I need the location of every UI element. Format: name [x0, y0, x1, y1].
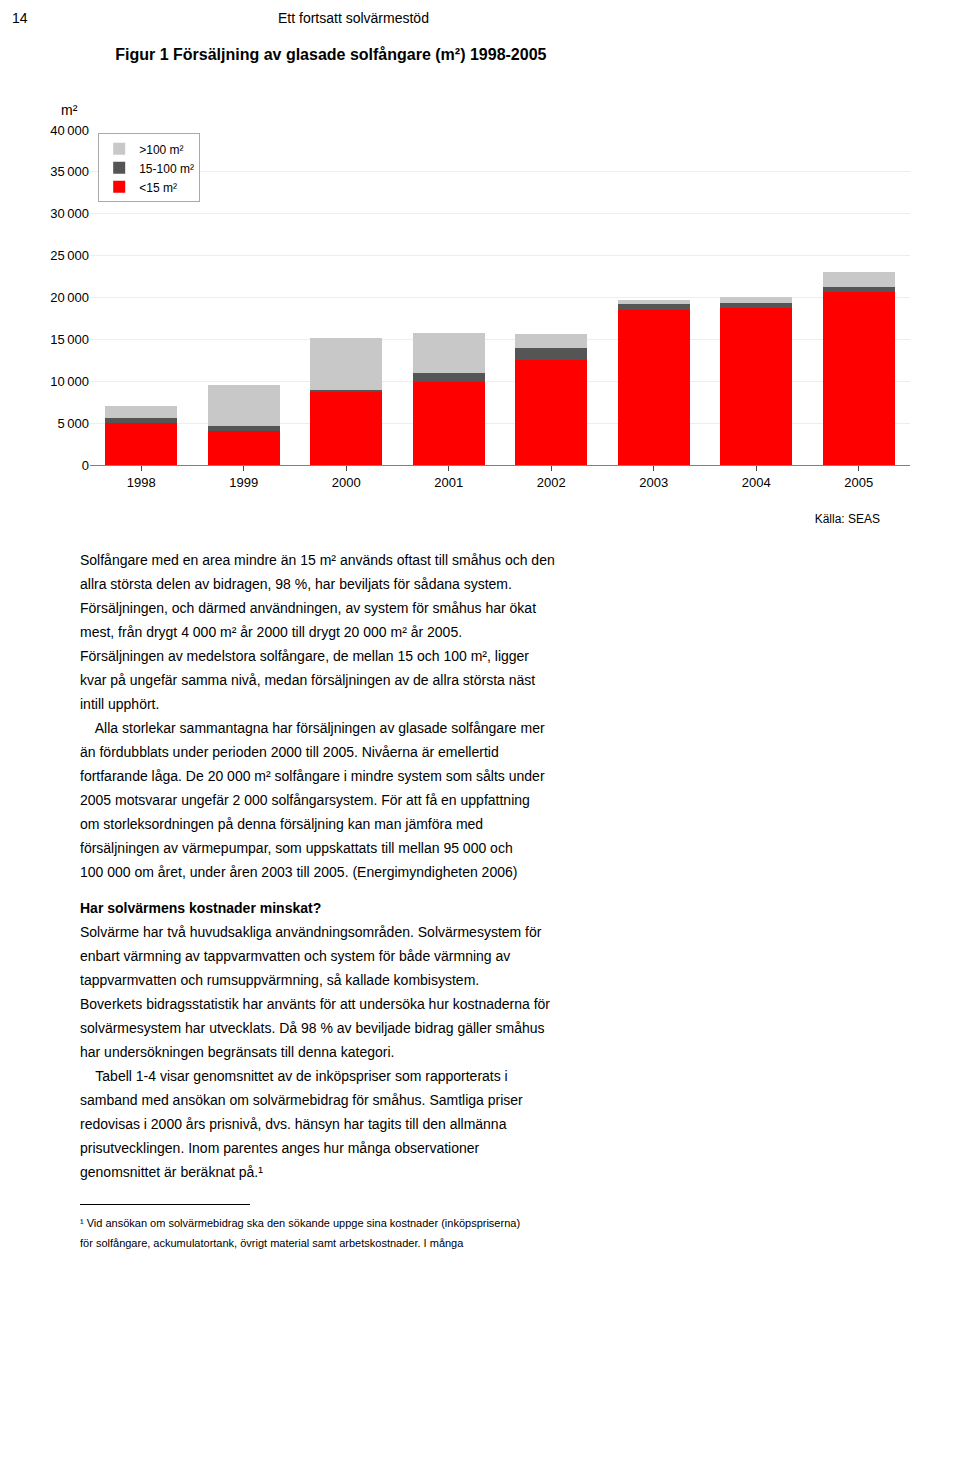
html-text:för solfångare, ackumulatortan: för solfångare, ackumulatortank, övrigt … [80, 1237, 464, 1249]
svg-text:5 000: 5 000 [57, 416, 89, 431]
html-text:än fördubblats under perioden: än fördubblats under perioden 2000 till … [80, 744, 499, 760]
svg-text:15 000: 15 000 [50, 332, 89, 347]
html-text:samband med ansökan om solvärm: samband med ansökan om solvärmebidrag fö… [80, 1092, 523, 1108]
html-text:Boverkets bidragsstatistik har: Boverkets bidragsstatistik har använts f… [80, 996, 550, 1012]
html-text:solvärmesystem har utvecklats.: solvärmesystem har utvecklats. Då 98 % a… [80, 1020, 545, 1036]
svg-text:2003: 2003 [639, 475, 668, 490]
html-text:Alla storlekar sammantagna har: Alla storlekar sammantagna har försäljni… [80, 720, 545, 736]
svg-text:25 000: 25 000 [50, 248, 89, 263]
html-text:redovisas i 2000 års prisnivå,: redovisas i 2000 års prisnivå, dvs. häns… [80, 1116, 507, 1132]
html-text:Har solvärmens kostnader minsk: Har solvärmens kostnader minskat? [80, 900, 322, 916]
svg-text:10 000: 10 000 [50, 374, 89, 389]
html-text:enbart värmning av tappvarmvat: enbart värmning av tappvarmvatten och sy… [80, 948, 511, 964]
html-text:Källa: SEAS: Källa: SEAS [814, 512, 880, 526]
html-text:100 000 om året, under åren 20: 100 000 om året, under åren 2003 till 20… [80, 864, 518, 880]
svg-text:15-100 m²: 15-100 m² [139, 162, 194, 176]
svg-text:35 000: 35 000 [50, 164, 89, 179]
svg-text:30 000: 30 000 [50, 206, 89, 221]
html-text:intill upphört.: intill upphört. [80, 696, 160, 712]
svg-text:2002: 2002 [537, 475, 566, 490]
html-text:Ett fortsatt solvärmestöd: Ett fortsatt solvärmestöd [278, 10, 429, 26]
html-text:om storleksordningen på denna: om storleksordningen på denna försäljnin… [80, 816, 484, 832]
svg-text:m²: m² [61, 102, 78, 118]
html-text:Försäljningen av medelstora so: Försäljningen av medelstora solfångare, … [80, 648, 529, 664]
svg-text:>100 m²: >100 m² [139, 143, 183, 157]
html-text:2005 motsvarar ungefär 2 000 s: 2005 motsvarar ungefär 2 000 solfångarsy… [80, 792, 530, 808]
html-text:Solvärme har två huvudsakliga: Solvärme har två huvudsakliga användning… [80, 924, 542, 940]
html-text:fortfarande låga. De 20 000 m²: fortfarande låga. De 20 000 m² solfångar… [80, 768, 545, 784]
html-text:mest, från drygt 4 000 m² år 2: mest, från drygt 4 000 m² år 2000 till d… [80, 624, 463, 640]
svg-text:<15 m²: <15 m² [139, 181, 177, 195]
svg-text:1999: 1999 [229, 475, 258, 490]
svg-text:2001: 2001 [434, 475, 463, 490]
html-text:tappvarmvatten och rumsuppvärm: tappvarmvatten och rumsuppvärmning, så k… [80, 972, 480, 988]
svg-text:1998: 1998 [127, 475, 156, 490]
html-text:14: 14 [12, 10, 28, 26]
html-text:allra största delen av bidrage: allra största delen av bidragen, 98 %, h… [80, 576, 512, 592]
html-text:försäljningen av värmepumpar,: försäljningen av värmepumpar, som uppska… [80, 840, 513, 856]
svg-text:2005: 2005 [844, 475, 873, 490]
html-text:Solfångare med en area mindre: Solfångare med en area mindre än 15 m² a… [80, 552, 555, 568]
svg-text:2004: 2004 [742, 475, 771, 490]
html-text:Försäljningen, och därmed anvä: Försäljningen, och därmed användningen, … [80, 600, 536, 616]
html-text:prisutvecklingen. Inom parente: prisutvecklingen. Inom parentes anges hu… [80, 1140, 480, 1156]
html-text:Tabell 1-4 visar genomsnittet: Tabell 1-4 visar genomsnittet av de inkö… [80, 1068, 508, 1084]
svg-text:40 000: 40 000 [50, 123, 89, 138]
html-text:har undersökningen begränsats: har undersökningen begränsats till denna… [80, 1044, 395, 1060]
html-text:genomsnittet är beräknat på.¹: genomsnittet är beräknat på.¹ [80, 1164, 263, 1180]
svg-text:20 000: 20 000 [50, 290, 89, 305]
html-text:kvar på ungefär samma nivå, me: kvar på ungefär samma nivå, medan försäl… [80, 672, 536, 688]
svg-text:Figur 1 Försäljning av glasade: Figur 1 Försäljning av glasade solfångar… [115, 46, 546, 63]
svg-text:0: 0 [82, 458, 89, 473]
html-text:¹ Vid ansökan om solvärmebidra: ¹ Vid ansökan om solvärmebidrag ska den … [80, 1217, 521, 1229]
svg-text:2000: 2000 [332, 475, 361, 490]
